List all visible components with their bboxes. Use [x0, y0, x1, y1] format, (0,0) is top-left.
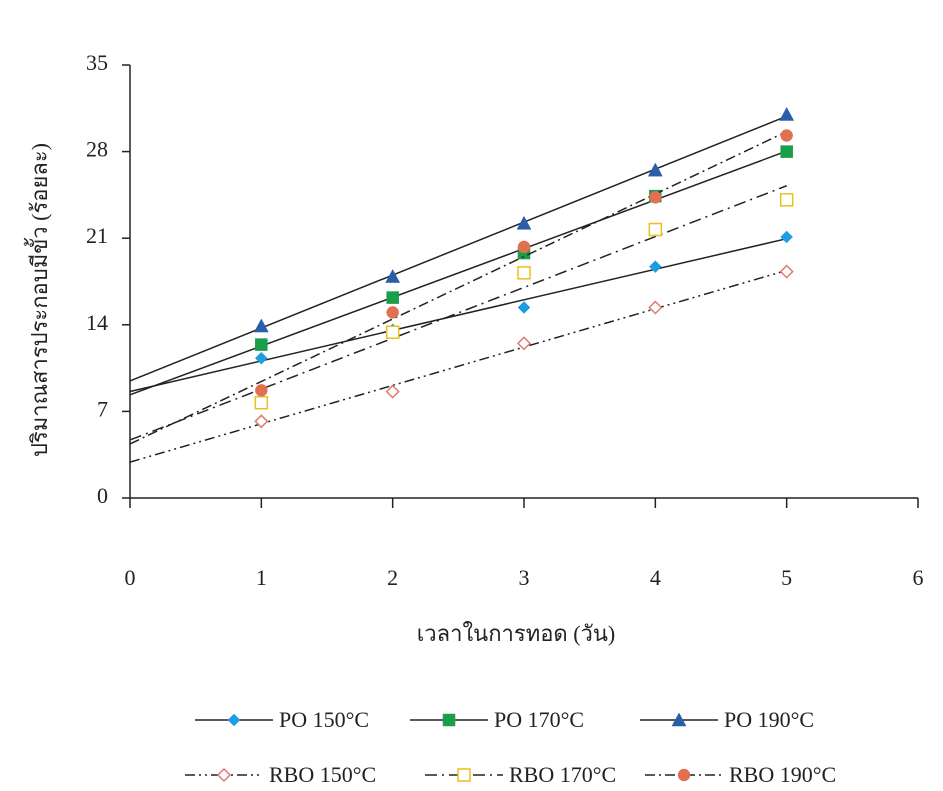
trend-line [129, 237, 787, 393]
y-tick-label: 35 [86, 50, 108, 75]
y-tick-label: 0 [97, 483, 108, 508]
marker [779, 193, 794, 207]
marker [779, 264, 794, 279]
x-tick-label: 0 [125, 565, 136, 590]
marker [254, 414, 269, 429]
marker [648, 260, 662, 274]
y-tick-label: 7 [97, 396, 108, 421]
marker [227, 713, 241, 727]
marker [254, 351, 268, 365]
marker [649, 191, 662, 204]
legend-label: RBO 170°C [509, 762, 616, 787]
marker [386, 291, 399, 304]
marker [647, 162, 663, 177]
legend-label: PO 190°C [724, 707, 814, 732]
marker [254, 395, 269, 410]
marker [516, 336, 532, 351]
x-tick-label: 3 [519, 565, 530, 590]
marker [385, 325, 400, 339]
x-axis-label: เวลาในการทอด (วัน) [417, 621, 616, 646]
x-tick-label: 6 [913, 565, 924, 590]
x-tick-label: 4 [650, 565, 661, 590]
marker [255, 384, 268, 397]
x-tick-label: 1 [256, 565, 267, 590]
trend-line [129, 130, 787, 445]
marker [255, 338, 268, 351]
marker [648, 222, 663, 237]
marker [386, 306, 399, 319]
x-tick-label: 5 [781, 565, 792, 590]
marker [517, 240, 531, 254]
marker [216, 767, 232, 783]
trend-line [129, 150, 787, 396]
marker [516, 215, 532, 230]
marker [517, 266, 531, 280]
marker [385, 384, 400, 399]
y-tick-label: 21 [86, 223, 108, 248]
marker [677, 768, 691, 782]
y-tick-label: 14 [86, 310, 108, 335]
x-tick-label: 2 [387, 565, 398, 590]
legend-label: PO 150°C [279, 707, 369, 732]
trend-line [129, 115, 787, 382]
marker [780, 129, 793, 142]
y-axis-label: ปริมาณสารประกอบมีขั้ว (ร้อยละ) [24, 143, 52, 457]
trend-line [129, 185, 787, 441]
marker [442, 713, 456, 727]
marker [457, 768, 471, 782]
marker [253, 318, 269, 333]
marker [648, 300, 663, 315]
legend-label: RBO 150°C [269, 762, 376, 787]
legend-label: PO 170°C [494, 707, 584, 732]
marker [385, 269, 401, 283]
legend-label: RBO 190°C [729, 762, 836, 787]
y-tick-label: 28 [86, 137, 108, 162]
marker [671, 712, 687, 727]
marker [780, 145, 793, 158]
trend-line [129, 269, 787, 463]
marker [780, 230, 794, 244]
marker [779, 106, 795, 121]
marker [517, 301, 531, 314]
